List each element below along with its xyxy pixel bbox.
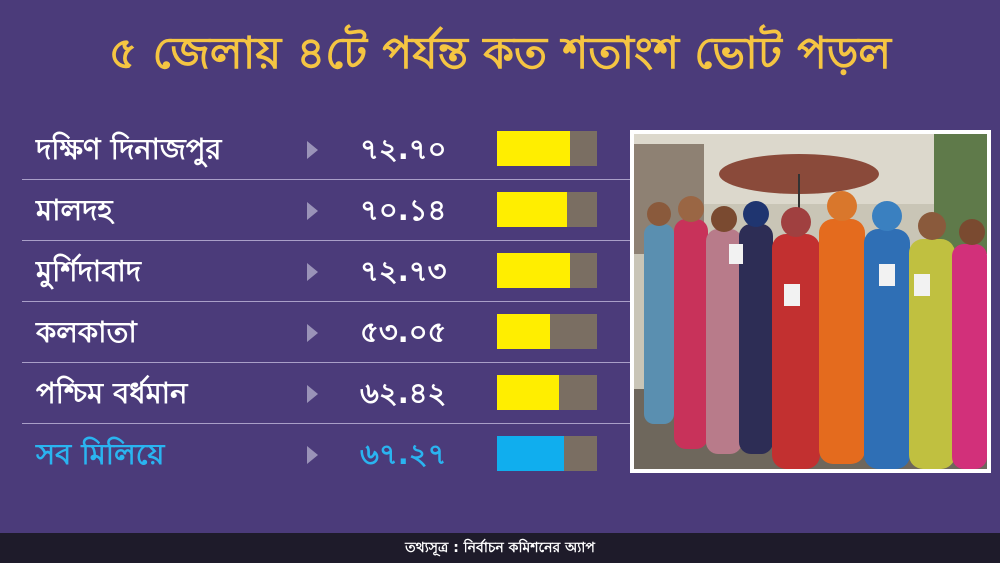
arrow-right-icon (307, 385, 318, 403)
bar-track (497, 192, 597, 227)
table-row: দক্ষিণ দিনাজপুর ৭২.৭০ (22, 119, 630, 180)
table-row: মালদহ ৭০.১৪ (22, 180, 630, 241)
district-label: মুর্শিদাবাদ (36, 254, 141, 288)
bar-track (497, 253, 597, 288)
bar-track (497, 375, 597, 410)
arrow-right-icon (307, 324, 318, 342)
bar-fill (497, 192, 567, 227)
district-label: কলকাতা (36, 315, 137, 349)
bar-fill (497, 375, 559, 410)
bar-track (497, 436, 597, 471)
value-label: ৭২.৭৩ (360, 254, 447, 288)
turnout-table: দক্ষিণ দিনাজপুর ৭২.৭০ মালদহ ৭০.১৪ মুর্শি… (22, 119, 630, 485)
value-label: ৫৩.০৫ (360, 315, 447, 349)
district-label: পশ্চিম বর্ধমান (36, 376, 188, 410)
bar-fill (497, 314, 550, 349)
photo-illustration (634, 134, 987, 469)
bar-track (497, 314, 597, 349)
arrow-right-icon (307, 202, 318, 220)
value-label: ৭২.৭০ (360, 132, 447, 166)
district-label: মালদহ (36, 193, 113, 227)
table-row: পশ্চিম বর্ধমান ৬২.৪২ (22, 363, 630, 424)
total-row: সব মিলিয়ে ৬৭.২৭ (22, 424, 630, 485)
table-row: মুর্শিদাবাদ ৭২.৭৩ (22, 241, 630, 302)
bar-fill (497, 253, 570, 288)
bar-fill (497, 131, 570, 166)
table-row: কলকাতা ৫৩.০৫ (22, 302, 630, 363)
total-bar-fill (497, 436, 564, 471)
source-footer: তথ্যসূত্র : নির্বাচন কমিশনের অ্যাপ (0, 533, 1000, 563)
bar-track (497, 131, 597, 166)
arrow-right-icon (307, 141, 318, 159)
total-label: সব মিলিয়ে (36, 437, 165, 471)
arrow-right-icon (307, 446, 318, 464)
total-value-label: ৬৭.২৭ (360, 437, 447, 471)
page-title: ৫ জেলায় ৪টে পর্যন্ত কত শতাংশ ভোট পড়ল (108, 28, 892, 79)
arrow-right-icon (307, 263, 318, 281)
value-label: ৭০.১৪ (360, 193, 447, 227)
district-label: দক্ষিণ দিনাজপুর (36, 132, 222, 166)
voters-queue-photo (630, 130, 991, 473)
value-label: ৬২.৪২ (360, 376, 447, 410)
